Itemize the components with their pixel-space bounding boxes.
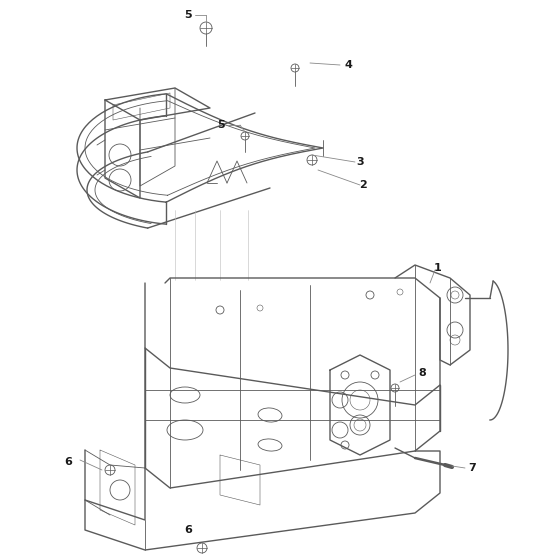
Text: 6: 6	[184, 525, 192, 535]
Text: 3: 3	[356, 157, 364, 167]
Text: 2: 2	[359, 180, 367, 190]
Text: 5: 5	[217, 120, 225, 130]
Text: 7: 7	[468, 463, 476, 473]
Text: 8: 8	[418, 368, 426, 378]
Text: 4: 4	[344, 60, 352, 70]
Text: 5: 5	[184, 10, 192, 20]
Text: 6: 6	[64, 457, 72, 467]
Text: 1: 1	[434, 263, 442, 273]
